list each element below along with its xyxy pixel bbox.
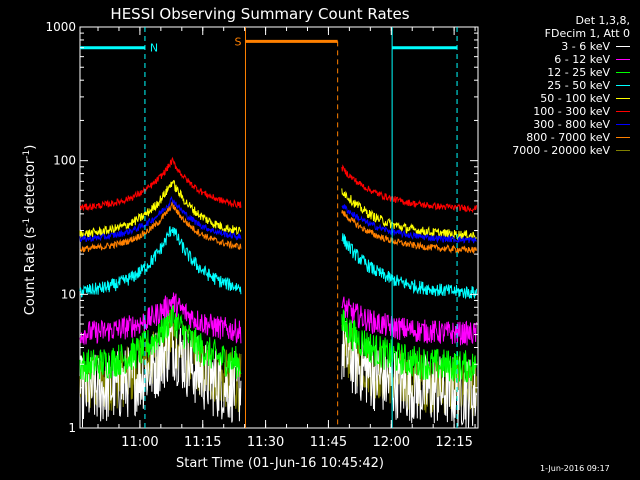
legend-swatch — [616, 137, 630, 138]
x-axis-label: Start Time (01-Jun-16 10:45:42) — [176, 456, 384, 471]
legend-item: 800 - 7000 keV — [484, 131, 634, 144]
legend-swatch — [616, 72, 630, 73]
plot-frame — [79, 26, 479, 429]
legend-label: 300 - 800 keV — [533, 118, 610, 131]
legend-swatch — [616, 124, 630, 125]
series-line-3-6keV — [341, 317, 478, 429]
legend-item: 300 - 800 keV — [484, 118, 634, 131]
legend-header-line: FDecim 1, Att 0 — [544, 27, 630, 40]
y-tick-label: 1 — [68, 421, 76, 435]
legend-swatch — [616, 46, 630, 47]
series-line-25-50keV — [79, 226, 242, 298]
x-tick-label: 11:15 — [184, 435, 221, 450]
series-layer — [79, 156, 478, 429]
series-line-100-300keV — [79, 156, 242, 212]
series-line-100-300keV — [341, 164, 478, 214]
legend-header-line: Det 1,3,8, — [575, 14, 630, 27]
x-tick-label: 11:30 — [247, 435, 284, 450]
series-line-800-7000keV — [79, 200, 242, 253]
y-axis-label: Count Rate (s-1 detector-1) — [22, 145, 38, 316]
legend-label: 50 - 100 keV — [540, 92, 610, 105]
legend-item: 100 - 300 keV — [484, 105, 634, 118]
series-line-3-6keV — [79, 312, 242, 428]
legend: Det 1,3,8, FDecim 1, Att 0 3 - 6 keV 6 - … — [484, 14, 634, 157]
legend-swatch — [616, 98, 630, 99]
x-tick-label: 12:15 — [435, 435, 472, 450]
series-line-25-50keV — [341, 233, 478, 300]
legend-item: 6 - 12 keV — [484, 53, 634, 66]
x-tick-label: 11:00 — [121, 435, 158, 450]
series-line-12-25keV — [79, 299, 242, 383]
annotation-label: N — [150, 42, 158, 55]
series-line-300-800keV — [79, 195, 242, 243]
legend-swatch — [616, 59, 630, 60]
annotation-label: S — [234, 35, 241, 48]
legend-swatch — [616, 111, 630, 112]
series-line-800-7000keV — [341, 210, 478, 255]
series-line-300-800keV — [341, 204, 477, 244]
legend-label: 6 - 12 keV — [554, 53, 610, 66]
series-line-6-12keV — [79, 292, 242, 345]
legend-swatch — [616, 150, 630, 151]
legend-item: 50 - 100 keV — [484, 92, 634, 105]
timestamp: 1-Jun-2016 09:17 — [540, 464, 610, 473]
series-line-12-25keV — [341, 309, 477, 383]
y-tick-label: 1000 — [45, 20, 76, 34]
legend-label: 7000 - 20000 keV — [512, 144, 610, 157]
legend-label: 100 - 300 keV — [533, 105, 610, 118]
series-line-50-100keV — [79, 179, 242, 239]
legend-label: 3 - 6 keV — [561, 40, 610, 53]
legend-swatch — [616, 85, 630, 86]
x-tick-label: 11:45 — [310, 435, 347, 450]
axes-frame — [79, 26, 479, 429]
legend-item: 25 - 50 keV — [484, 79, 634, 92]
legend-item: 3 - 6 keV — [484, 40, 634, 53]
legend-item: 12 - 25 keV — [484, 66, 634, 79]
series-line-6-12keV — [341, 296, 478, 346]
legend-label: 12 - 25 keV — [547, 66, 610, 79]
series-line-50-100keV — [341, 188, 477, 241]
chart-title: HESSI Observing Summary Count Rates — [110, 5, 409, 23]
tick-layer: 1 10 100 1000 11:00 11:15 11:30 11:45 12:00 12:15 — [45, 20, 478, 450]
legend-item: 7000 - 20000 keV — [484, 144, 634, 157]
legend-label: 25 - 50 keV — [547, 79, 610, 92]
y-tick-label: 100 — [53, 154, 76, 168]
y-tick-label: 10 — [61, 287, 76, 301]
legend-label: 800 - 7000 keV — [526, 131, 610, 144]
x-tick-label: 12:00 — [373, 435, 410, 450]
